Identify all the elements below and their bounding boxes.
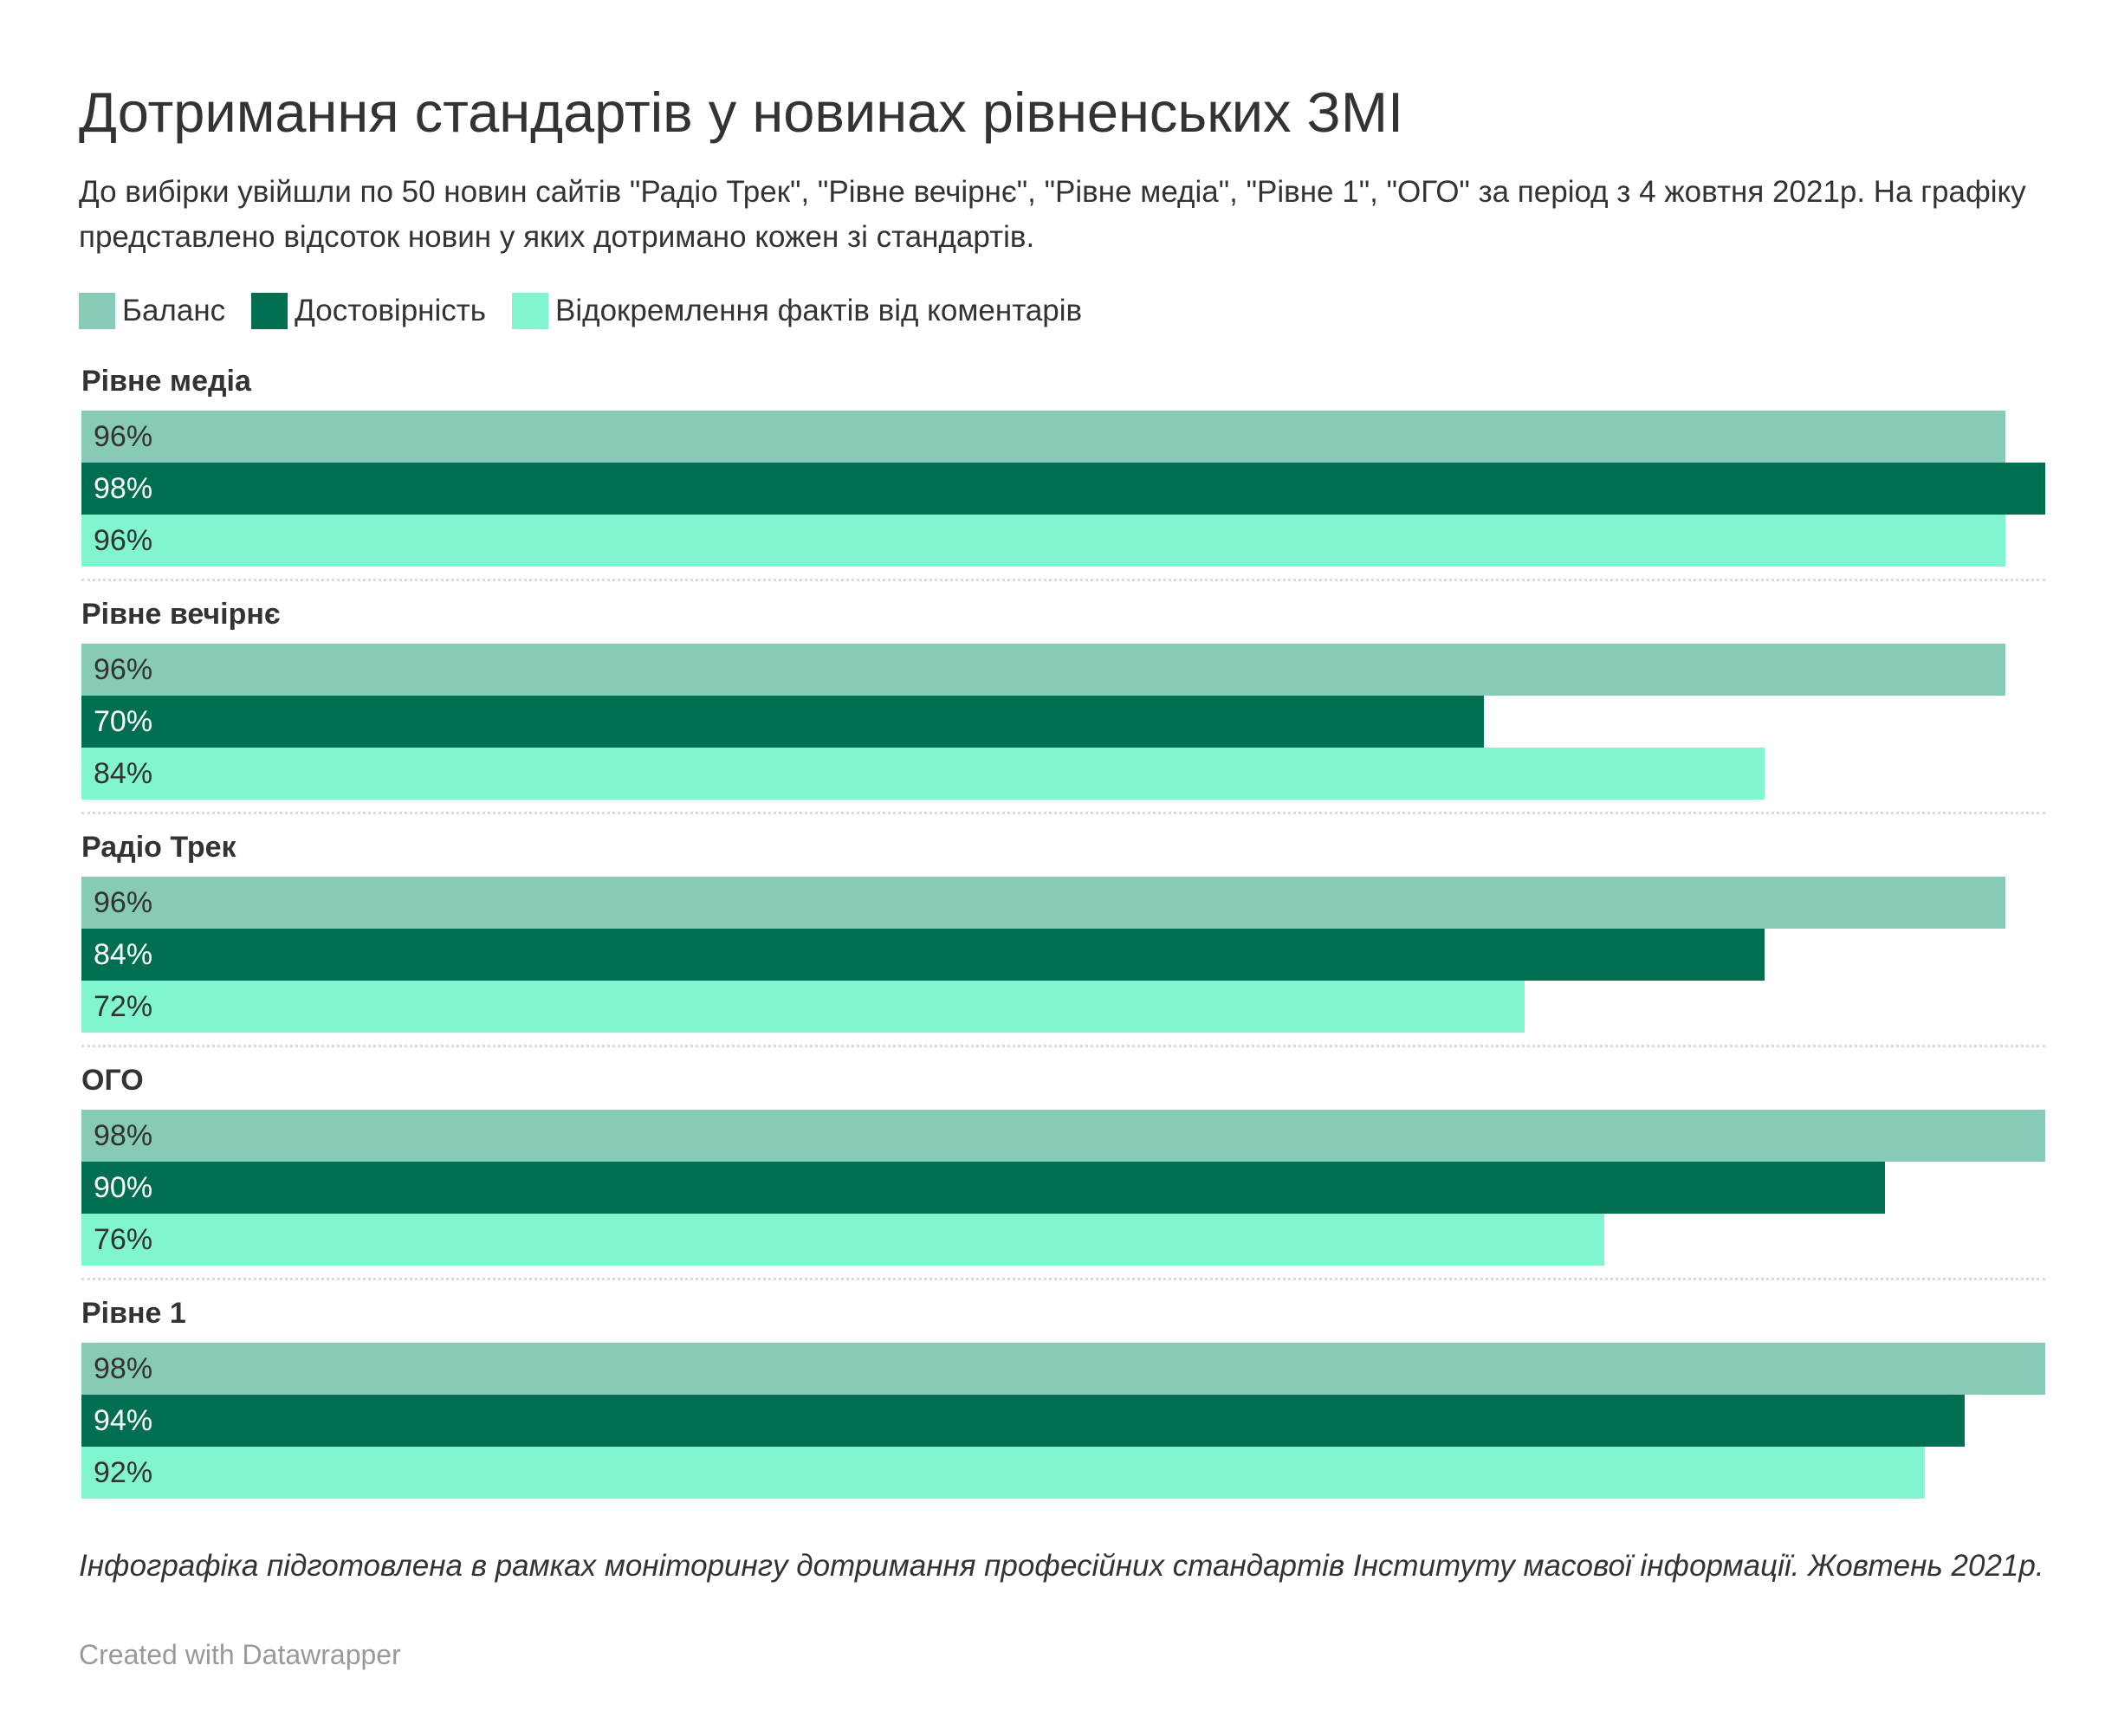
group-label: Радіо Трек (81, 831, 236, 864)
legend-swatch-balance (79, 293, 115, 329)
bar (81, 1162, 1885, 1214)
legend-item-balance: Баланс (79, 293, 225, 329)
bar-row: 92% (81, 1447, 2045, 1499)
bar-value-label: 96% (94, 653, 153, 686)
chart-subtitle: До вибірки увійшли по 50 новин сайтів "Р… (79, 175, 2026, 254)
bar-value-label: 90% (94, 1171, 153, 1204)
bar-row: 98% (81, 463, 2045, 515)
bar-value-label: 96% (94, 524, 153, 557)
bar (81, 515, 2005, 567)
group-separator (81, 579, 2045, 581)
bar-row: 96% (81, 411, 2045, 463)
bar-row: 90% (81, 1162, 2045, 1214)
group-label: Рівне медіа (81, 365, 251, 398)
chart-byline: Created with Datawrapper (79, 1639, 401, 1670)
legend-item-reliability: Достовірність (251, 293, 486, 329)
legend-label-fact-separation: Відокремлення фактів від коментарів (555, 294, 1083, 327)
bar-row: 76% (81, 1214, 2045, 1266)
bar (81, 1110, 2045, 1162)
bar-row: 96% (81, 877, 2045, 929)
bar (81, 1214, 1604, 1266)
legend-swatch-reliability (251, 293, 288, 329)
chart-notes: Інфографіка підготовлена в рамках моніто… (79, 1549, 2044, 1583)
bar (81, 1343, 2045, 1395)
bar-group: Рівне медіа 96% 98% 96% (81, 355, 2045, 588)
bar-group: Рівне вечірнє 96% 70% 84% (81, 588, 2045, 821)
legend-item-fact-separation: Відокремлення фактів від коментарів (512, 293, 1082, 329)
group-label: Рівне 1 (81, 1297, 186, 1330)
bar-value-label: 98% (94, 1352, 153, 1385)
bar-value-label: 76% (94, 1223, 153, 1256)
bar-row: 94% (81, 1395, 2045, 1447)
bar-value-label: 96% (94, 886, 153, 919)
bar-row: 70% (81, 696, 2045, 748)
group-separator (81, 812, 2045, 814)
bar-value-label: 94% (94, 1404, 153, 1437)
bar-row: 98% (81, 1343, 2045, 1395)
legend-label-reliability: Достовірність (295, 294, 487, 327)
bar-value-label: 72% (94, 990, 153, 1023)
bar-row: 96% (81, 644, 2045, 696)
bar-value-label: 96% (94, 420, 153, 453)
bar-value-label: 98% (94, 1119, 153, 1152)
bar-value-label: 98% (94, 472, 153, 505)
legend-label-balance: Баланс (122, 294, 226, 327)
bar-value-label: 84% (94, 938, 153, 971)
legend: Баланс Достовірність Відокремлення факті… (79, 292, 1108, 330)
bars-area: Рівне медіа 96% 98% 96% Рівне вечірнє 96% 70% 8… (81, 355, 2045, 1507)
bar (81, 929, 1765, 981)
bar-group: Радіо Трек 96% 84% 72% (81, 821, 2045, 1054)
bar-group: ОГО 98% 90% 76% (81, 1054, 2045, 1287)
bar (81, 644, 2005, 696)
bar (81, 1447, 1925, 1499)
bar-value-label: 70% (94, 705, 153, 738)
group-separator (81, 1045, 2045, 1047)
group-separator (81, 1278, 2045, 1280)
legend-swatch-fact-separation (512, 293, 549, 329)
bar-value-label: 92% (94, 1456, 153, 1489)
bar (81, 411, 2005, 463)
bar-row: 96% (81, 515, 2045, 567)
bar (81, 1395, 1965, 1447)
bar-value-label: 84% (94, 757, 153, 790)
group-label: ОГО (81, 1064, 144, 1097)
bar-row: 98% (81, 1110, 2045, 1162)
bar (81, 877, 2005, 929)
group-label: Рівне вечірнє (81, 598, 281, 631)
bar-row: 72% (81, 981, 2045, 1033)
bar-row: 84% (81, 929, 2045, 981)
bar-group: Рівне 1 98% 94% 92% (81, 1287, 2045, 1520)
bar-row: 84% (81, 748, 2045, 800)
bar (81, 463, 2045, 515)
chart-title: Дотримання стандартів у новинах рівненсь… (79, 81, 1404, 144)
bar (81, 748, 1765, 800)
bar (81, 696, 1484, 748)
bar (81, 981, 1525, 1033)
